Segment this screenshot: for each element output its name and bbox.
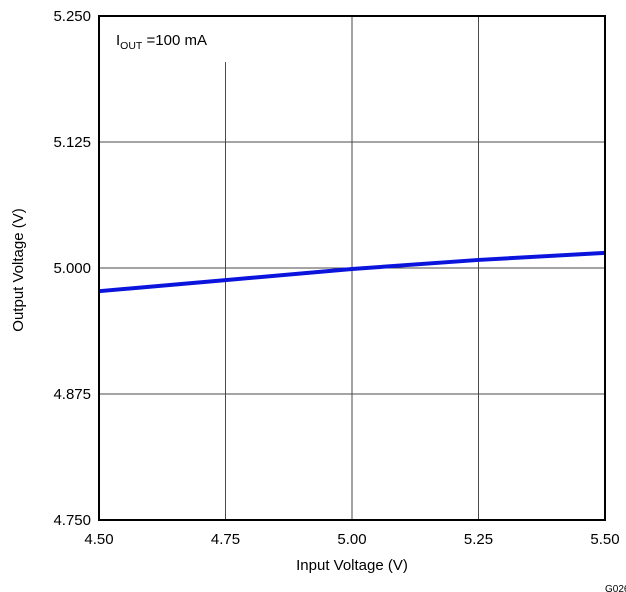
x-tick-label: 5.25 (464, 531, 493, 548)
annotation-subscript: OUT (120, 40, 143, 52)
series-layer (98, 250, 606, 294)
plot-frame (98, 15, 606, 521)
series-line (98, 250, 606, 294)
x-tick-label: 5.00 (337, 531, 366, 548)
x-axis-label: Input Voltage (V) (296, 557, 408, 574)
annotation-main: I (116, 32, 120, 49)
x-tick-label: 4.75 (211, 531, 240, 548)
x-tick-label: 5.50 (590, 531, 619, 548)
y-tick-label: 5.250 (53, 8, 91, 25)
x-tick-labels: 4.50 4.75 5.00 5.25 5.50 (84, 531, 619, 548)
annotation-iout: IOUT =100 mA (116, 32, 207, 52)
y-tick-label: 4.875 (53, 386, 91, 403)
x-tick-label: 4.50 (84, 531, 113, 548)
y-tick-labels: 4.750 4.875 5.000 5.125 5.250 (53, 8, 91, 529)
y-tick-label: 4.750 (53, 512, 91, 529)
y-tick-label: 5.000 (53, 260, 91, 277)
figure-code: G026 (605, 584, 626, 592)
annotation-value: =100 mA (142, 32, 207, 49)
y-axis-label: Output Voltage (V) (10, 208, 27, 331)
y-tick-label: 5.125 (53, 134, 91, 151)
